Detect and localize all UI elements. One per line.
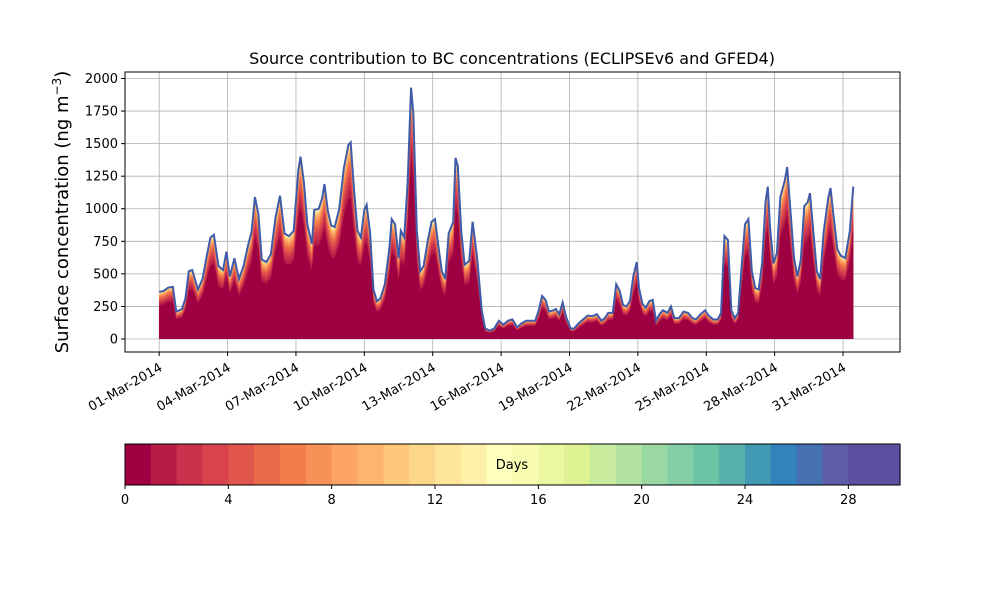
colorbar-tick-label: 16 <box>530 493 547 508</box>
colorbar-tick-label: 4 <box>224 493 232 508</box>
area-band-day-0 <box>159 158 854 339</box>
colorbar-tick-label: 0 <box>121 493 129 508</box>
colorbar-segment <box>719 444 746 485</box>
colorbar-segment <box>641 444 669 485</box>
y-tick-label: 1250 <box>85 170 118 185</box>
y-axis-label: Surface concentration (ng m−3) <box>50 71 73 354</box>
colorbar-segment <box>357 444 384 485</box>
colorbar-tick-label: 12 <box>427 493 444 508</box>
colorbar-segment <box>383 444 410 485</box>
colorbar-segment <box>254 444 281 485</box>
colorbar-segment <box>176 444 204 485</box>
colorbar-tick-label: 28 <box>840 493 857 508</box>
colorbar-segment <box>667 444 694 485</box>
plot-frame <box>124 71 901 353</box>
colorbar-frame <box>124 443 901 486</box>
colorbar-segment <box>228 444 255 485</box>
colorbar-segment <box>848 444 875 485</box>
colorbar-segment <box>280 444 307 485</box>
total-line <box>158 87 855 332</box>
colorbar-segment <box>822 444 849 485</box>
y-tick-label: 0 <box>110 332 118 347</box>
colorbar-segment <box>409 444 436 485</box>
colorbar-segment <box>486 444 514 485</box>
colorbar-segment <box>150 444 178 485</box>
colorbar-segment <box>590 444 617 485</box>
y-tick-label: 1750 <box>85 105 118 120</box>
colorbar-segment <box>305 444 333 485</box>
colorbar-segment <box>460 444 488 485</box>
colorbar-segment <box>435 444 462 485</box>
colorbar-segment <box>512 444 539 485</box>
y-axis: 0 250 500 750 1000 1250 1500 1750 2000 <box>85 72 125 347</box>
colorbar-segment <box>125 444 152 485</box>
x-tick-label: 31-Mar-2014 <box>770 360 849 414</box>
x-tick-label: 25-Mar-2014 <box>633 360 712 414</box>
colorbar-segment <box>693 444 720 485</box>
y-tick-label: 500 <box>93 267 118 282</box>
y-tick-label: 1000 <box>85 202 118 217</box>
chart-title: Source contribution to BC concentrations… <box>249 49 775 68</box>
colorbar-segment <box>538 444 565 485</box>
y-tick-label: 1500 <box>85 137 118 152</box>
y-axis-label-close: ) <box>52 71 73 78</box>
colorbar-segment <box>796 444 824 485</box>
colorbar-ticks: 0 4 8 12 16 20 24 28 <box>121 485 857 508</box>
colorbar-segment <box>745 444 772 485</box>
y-tick-label: 750 <box>93 235 118 250</box>
colorbar-segment <box>615 444 643 485</box>
y-axis-label-main: Surface concentration (ng m <box>52 95 73 353</box>
x-tick-label: 04-Mar-2014 <box>154 360 233 414</box>
colorbar-segment <box>331 444 359 485</box>
x-tick-label: 28-Mar-2014 <box>701 360 780 414</box>
colorbar-tick-label: 24 <box>737 493 754 508</box>
colorbar-segment <box>564 444 591 485</box>
x-tick-label: 07-Mar-2014 <box>223 360 302 414</box>
x-tick-label: 19-Mar-2014 <box>496 360 575 414</box>
x-tick-label: 01-Mar-2014 <box>86 360 165 414</box>
x-tick-label: 10-Mar-2014 <box>291 360 370 414</box>
colorbar <box>125 444 901 485</box>
x-tick-label: 22-Mar-2014 <box>565 360 644 414</box>
colorbar-segment <box>770 444 798 485</box>
y-tick-label: 250 <box>93 300 118 315</box>
colorbar-tick-label: 20 <box>633 493 650 508</box>
stacked-area-bands <box>159 87 854 339</box>
x-tick-label: 16-Mar-2014 <box>428 360 507 414</box>
colorbar-label: Days <box>496 458 529 473</box>
total-line-group <box>158 87 855 332</box>
colorbar-tick-label: 8 <box>328 493 336 508</box>
colorbar-segment <box>202 444 229 485</box>
x-tick-label: 13-Mar-2014 <box>360 360 439 414</box>
colorbar-segment <box>874 444 901 485</box>
y-tick-label: 2000 <box>85 72 118 87</box>
x-axis: 01-Mar-201404-Mar-201407-Mar-201410-Mar-… <box>86 352 849 415</box>
y-axis-label-unit-sup: −3 <box>50 78 64 96</box>
